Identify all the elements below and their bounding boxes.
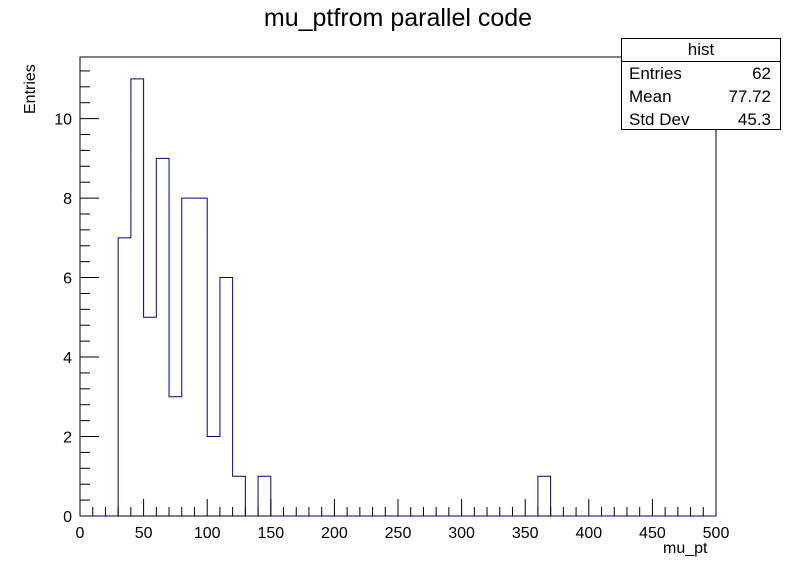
x-tick-label: 300 <box>448 525 475 542</box>
histogram-bin <box>538 476 551 516</box>
x-tick-label: 50 <box>135 525 153 542</box>
x-tick-label: 150 <box>257 525 284 542</box>
x-axis-label: mu_pt <box>663 540 708 557</box>
y-tick-label: 8 <box>63 191 72 208</box>
stats-value: 77.72 <box>728 87 771 106</box>
chart-title: mu_ptfrom parallel code <box>263 4 533 32</box>
x-tick-label: 400 <box>575 525 602 542</box>
stats-label: Entries <box>629 64 682 83</box>
histogram-bin <box>144 317 157 516</box>
stats-row-stddev: Std Dev 45.3 <box>622 108 780 131</box>
stats-value: 62 <box>752 64 771 83</box>
stats-box-name: hist <box>622 39 780 62</box>
histogram-bin <box>156 158 169 516</box>
stats-value: 45.3 <box>737 110 771 129</box>
histogram-bin <box>194 198 207 516</box>
stats-row-entries: Entries 62 <box>622 62 780 85</box>
x-tick-label: 200 <box>321 525 348 542</box>
y-tick-label: 0 <box>63 509 72 526</box>
stats-box: hist Entries 62 Mean 77.72 Std Dev 45.3 <box>621 38 781 130</box>
histogram-outline <box>80 78 716 517</box>
y-axis-label: Entries <box>22 64 39 114</box>
stats-row-mean: Mean 77.72 <box>622 85 780 108</box>
histogram-bin <box>207 437 220 516</box>
histogram-bin <box>118 238 131 516</box>
x-tick-label: 100 <box>194 525 221 542</box>
stats-label: Mean <box>629 87 672 106</box>
histogram-bin <box>131 79 144 516</box>
y-tick-label: 2 <box>63 430 72 447</box>
x-tick-label: 450 <box>639 525 666 542</box>
histogram-bin <box>182 198 195 516</box>
x-tick-label: 350 <box>512 525 539 542</box>
histogram-bin <box>220 278 233 516</box>
y-tick-label: 4 <box>63 350 72 367</box>
y-tick-label: 6 <box>63 271 72 288</box>
x-tick-label: 250 <box>385 525 412 542</box>
histogram-bin <box>233 476 246 516</box>
stats-label: Std Dev <box>629 110 690 129</box>
x-tick-label: 500 <box>703 525 730 542</box>
y-tick-label: 10 <box>54 112 72 129</box>
histogram-bin <box>258 476 271 516</box>
x-tick-label: 0 <box>76 525 85 542</box>
histogram-bin <box>169 397 182 516</box>
